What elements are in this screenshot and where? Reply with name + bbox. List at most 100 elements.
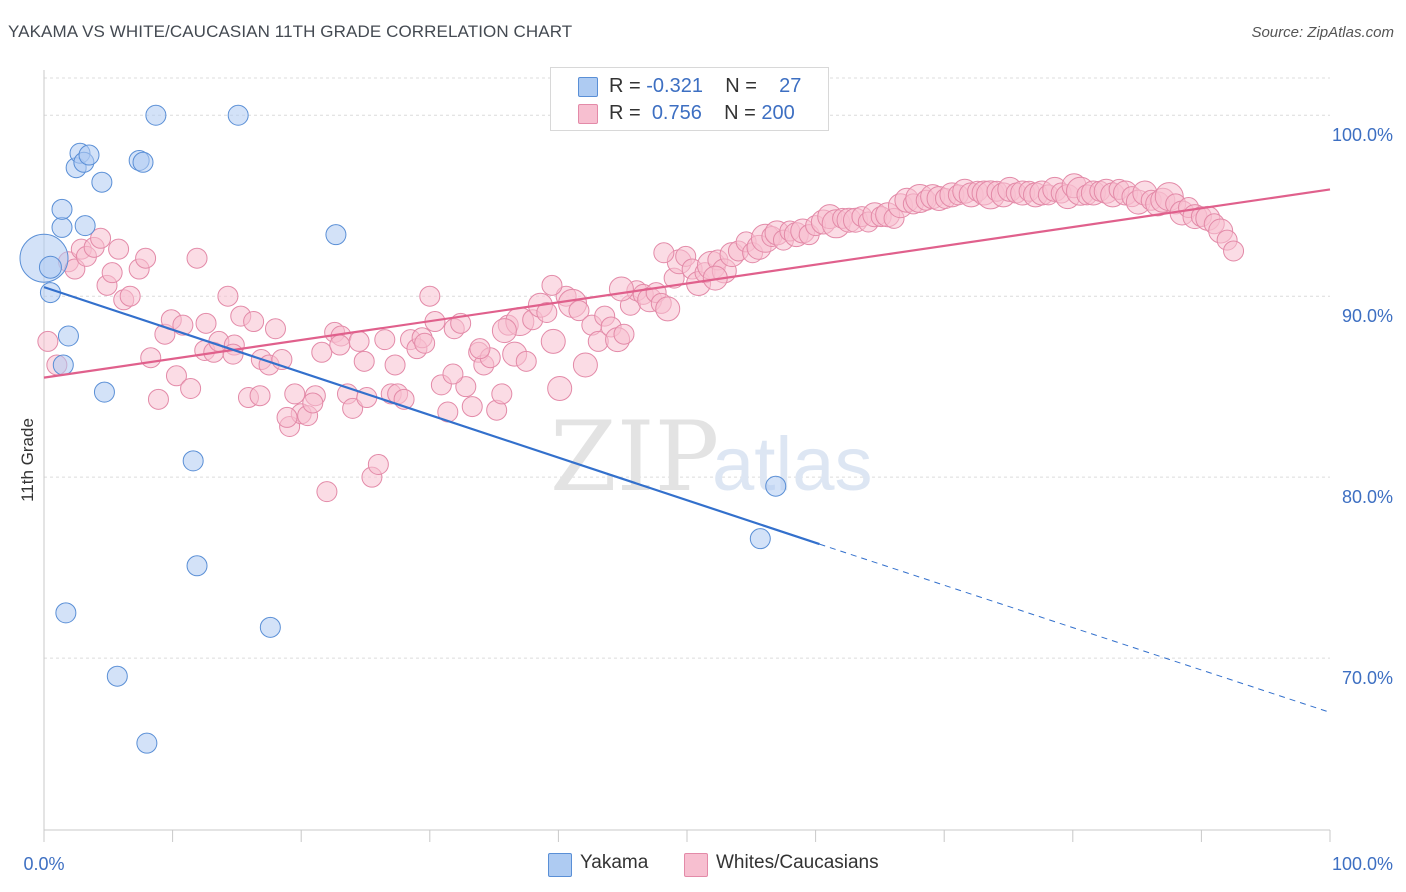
white-caucasian-point (108, 238, 130, 260)
yakama-point (51, 198, 73, 220)
white-caucasian-point (284, 383, 306, 405)
yakama-point (52, 354, 74, 376)
yakama-point (51, 216, 73, 238)
y-tick-label: 80.0% (1342, 487, 1393, 507)
white-caucasian-point (461, 396, 483, 418)
yakama-point (78, 144, 100, 166)
white-caucasian-point (249, 385, 271, 407)
white-caucasian-point (515, 350, 537, 372)
legend-n-value: 27 (779, 75, 802, 97)
white-caucasian-point (302, 392, 324, 414)
yakama-point (325, 224, 347, 246)
white-caucasian-point (180, 377, 202, 399)
white-caucasian-point (217, 285, 239, 307)
white-caucasian-point (491, 383, 513, 405)
white-caucasian-point (348, 330, 370, 352)
y-tick-label: 70.0% (1342, 668, 1393, 688)
watermark: ZIP atlas (550, 401, 873, 513)
white-caucasian-point (367, 453, 389, 475)
watermark-atlas: atlas (712, 422, 873, 507)
white-caucasian-point (101, 262, 123, 284)
legend-n-value: 200 (761, 102, 795, 124)
yakama-points (19, 104, 787, 754)
white-caucasian-point (135, 247, 157, 269)
yakama-point (38, 255, 62, 279)
yakama-trend-line (43, 286, 820, 546)
white-caucasian-point (414, 332, 436, 354)
correlation-legend: R = -0.321 N = 27 R = 0.756 N = 200 (550, 67, 829, 131)
white-caucasian-point (276, 406, 298, 428)
axes (43, 70, 1331, 842)
trend-lines (43, 188, 1331, 713)
white-legend-icon (684, 853, 708, 877)
white-caucasian-point (469, 338, 491, 360)
white-trend-line (43, 188, 1331, 379)
yakama-point (91, 171, 113, 193)
legend-r-value: -0.321 (646, 75, 703, 97)
yakama-point (106, 665, 128, 687)
yakama-point (765, 475, 787, 497)
white-caucasian-point (374, 329, 396, 351)
white-caucasian-point (165, 365, 187, 387)
chart-title: YAKAMA VS WHITE/CAUCASIAN 11TH GRADE COR… (8, 22, 573, 41)
white-caucasian-point (572, 352, 598, 378)
yakama-point (74, 215, 96, 237)
white-caucasian-point (140, 347, 162, 369)
white-caucasian-point (172, 314, 194, 336)
watermark-zip: ZIP (550, 401, 719, 513)
yakama-trend-extension (819, 543, 1331, 713)
white-caucasian-point (442, 363, 464, 385)
x-tick-label: 100.0% (1332, 854, 1393, 874)
white-caucasian-point (655, 296, 681, 322)
legend-r-label: R = (609, 75, 641, 97)
yakama-point (55, 602, 77, 624)
x-tick-label: 0.0% (23, 854, 64, 874)
white-caucasian-point (547, 375, 573, 401)
white-caucasian-point (264, 318, 286, 340)
series-legend: Yakama Whites/Caucasians (0, 852, 1406, 877)
white-caucasian-point (243, 311, 265, 333)
white-caucasian-point (541, 274, 563, 296)
white-caucasian-point (1223, 240, 1245, 262)
yakama-point (186, 555, 208, 577)
white-caucasian-point (653, 242, 675, 264)
series-legend-label: Whites/Caucasians (716, 852, 879, 873)
white-caucasian-point (316, 481, 338, 503)
legend-n-label: N = (724, 102, 756, 124)
white-caucasian-point (119, 285, 141, 307)
white-caucasian-point (613, 323, 635, 345)
white-caucasian-point (536, 301, 558, 323)
yakama-swatch-icon (578, 77, 598, 97)
source-credit: Source: ZipAtlas.com (1251, 24, 1394, 41)
series-legend-label: Yakama (580, 852, 649, 873)
legend-r-value: 0.756 (651, 102, 702, 124)
white-caucasian-point (455, 376, 477, 398)
grid-lines (44, 77, 1330, 659)
yakama-point (749, 528, 771, 550)
yakama-point (57, 325, 79, 347)
white-caucasian-point (353, 350, 375, 372)
yakama-legend-icon (548, 853, 572, 877)
tick-labels: 70.0% 80.0% 90.0% 100.0% 0.0% 100.0% (23, 125, 1393, 874)
white-swatch-icon (578, 104, 598, 124)
legend-n-label: N = (725, 75, 757, 97)
white-caucasian-point (186, 247, 208, 269)
yakama-point (136, 732, 158, 754)
white-caucasian-point (384, 354, 406, 376)
white-caucasian-point (608, 276, 634, 302)
legend-row-yakama: R = -0.321 N = 27 (551, 75, 828, 99)
legend-r-label: R = (609, 102, 641, 124)
white-caucasian-point (90, 227, 112, 249)
yakama-point (93, 381, 115, 403)
legend-row-white: R = 0.756 N = 200 (551, 102, 828, 126)
yakama-point (259, 616, 281, 638)
white-caucasian-point (37, 330, 59, 352)
y-tick-label: 100.0% (1332, 125, 1393, 145)
white-caucasian-point (147, 388, 169, 410)
white-caucasian-point (491, 318, 517, 344)
y-tick-label: 90.0% (1342, 306, 1393, 326)
white-caucasian-point (329, 334, 351, 356)
white-caucasian-point (568, 300, 590, 322)
white-caucasian-point (419, 285, 441, 307)
